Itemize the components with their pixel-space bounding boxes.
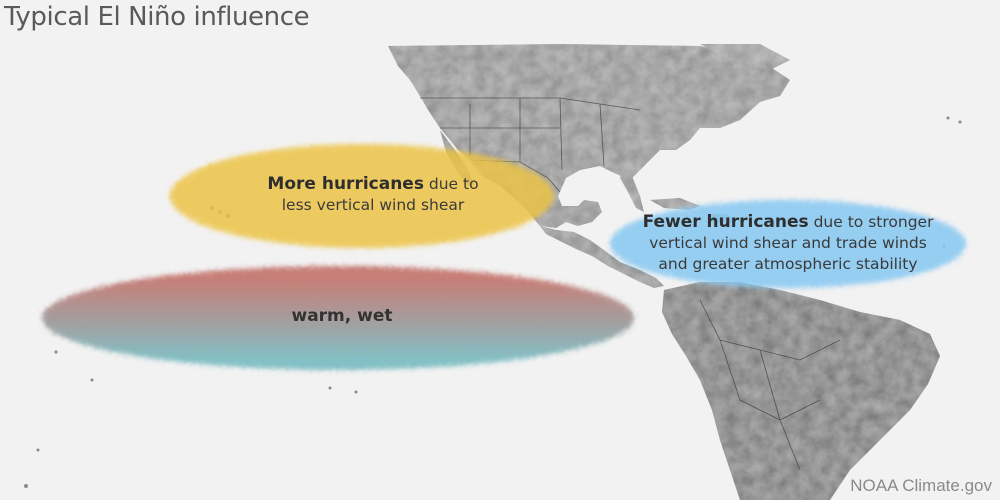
cuba: [650, 198, 700, 210]
fewer-hurricanes-heading: Fewer hurricanes: [642, 212, 809, 232]
more-hurricanes-region: [170, 144, 554, 248]
fewer-hurricanes-text-3: and greater atmospheric stability: [658, 255, 918, 273]
country-borders: [420, 97, 841, 471]
more-hurricanes-text-2: less vertical wind shear: [281, 196, 465, 214]
more-hurricanes-text-1: due to: [423, 175, 479, 193]
south-america: [662, 282, 940, 500]
more-hurricanes-label: More hurricanes due to less vertical win…: [218, 174, 528, 216]
map-title: Typical El Niño influence: [4, 2, 310, 32]
land-masses: [388, 44, 940, 500]
fewer-hurricanes-region: [610, 200, 966, 288]
source-credit: NOAA Climate.gov: [850, 476, 992, 495]
fewer-hurricanes-label: Fewer hurricanes due to stronger vertica…: [628, 212, 948, 275]
warm-wet-label: warm, wet: [291, 306, 393, 326]
central-america: [540, 226, 664, 288]
fewer-hurricanes-text-2: vertical wind shear and trade winds: [649, 234, 927, 252]
more-hurricanes-heading: More hurricanes: [267, 174, 424, 194]
north-america: [388, 44, 790, 228]
fewer-hurricanes-text-1: due to stronger: [808, 213, 934, 231]
northern-islands: [700, 44, 790, 70]
florida: [620, 170, 644, 212]
warm-wet-region: [42, 266, 634, 370]
